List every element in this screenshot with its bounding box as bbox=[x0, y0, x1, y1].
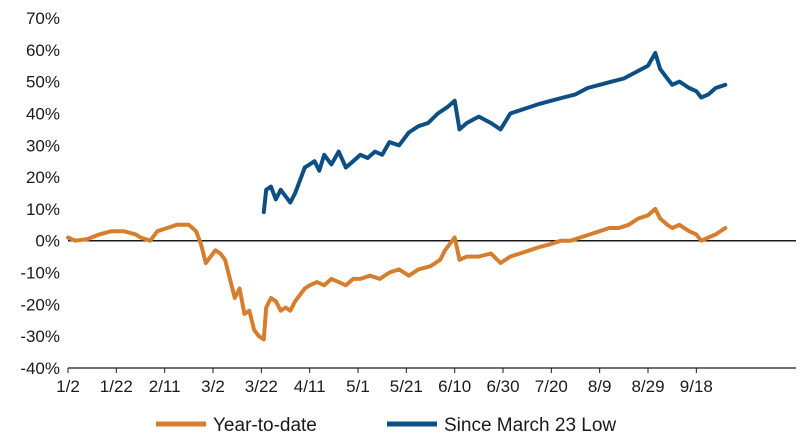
x-tick-label: 4/11 bbox=[294, 377, 326, 396]
y-tick-label: 10% bbox=[26, 200, 60, 219]
series-line-since-march-23-low bbox=[261, 51, 728, 215]
x-tick-label: 3/22 bbox=[245, 377, 278, 396]
y-tick-label: 30% bbox=[26, 136, 60, 155]
x-tick-label: 2/11 bbox=[149, 377, 181, 396]
series-layer bbox=[66, 51, 728, 342]
y-tick-label: -20% bbox=[20, 295, 60, 314]
y-tick-label: -10% bbox=[20, 264, 60, 283]
x-tick-label: 7/20 bbox=[535, 377, 568, 396]
x-tick-label: 6/10 bbox=[438, 377, 471, 396]
x-tick-label: 8/29 bbox=[631, 377, 664, 396]
y-tick-label: -40% bbox=[20, 359, 60, 378]
x-tick-label: 8/9 bbox=[588, 377, 612, 396]
x-tick-label: 9/18 bbox=[680, 377, 713, 396]
x-tick-label: 1/22 bbox=[100, 377, 133, 396]
y-tick-label: 0% bbox=[35, 232, 60, 251]
legend-label-since-march-23-low: Since March 23 Low bbox=[444, 415, 616, 436]
y-tick-label: 40% bbox=[26, 104, 60, 123]
x-tick-label: 1/2 bbox=[56, 377, 80, 396]
y-tick-label: 50% bbox=[26, 73, 60, 92]
y-tick-label: 60% bbox=[26, 41, 60, 60]
y-axis-tick-labels: 70% 60% 50% 40% 30% 20% 10% 0% -10% -20% -30% -40% bbox=[20, 9, 60, 378]
x-tick-label: 6/30 bbox=[486, 377, 519, 396]
x-tick-label: 3/2 bbox=[201, 377, 225, 396]
x-tick-label: 5/1 bbox=[346, 377, 370, 396]
y-tick-label: 70% bbox=[26, 9, 60, 28]
y-tick-label: 20% bbox=[26, 168, 60, 187]
y-tick-label: -30% bbox=[20, 327, 60, 346]
series-line-year-to-date bbox=[66, 206, 728, 342]
legend: Year-to-date Since March 23 Low bbox=[156, 415, 616, 436]
legend-label-year-to-date: Year-to-date bbox=[213, 415, 317, 436]
x-tick-label: 5/21 bbox=[390, 377, 423, 396]
x-axis-tick-labels: 1/2 1/22 2/11 3/2 3/22 4/11 5/1 5/21 6/10 6/30 7/2… bbox=[56, 368, 713, 396]
